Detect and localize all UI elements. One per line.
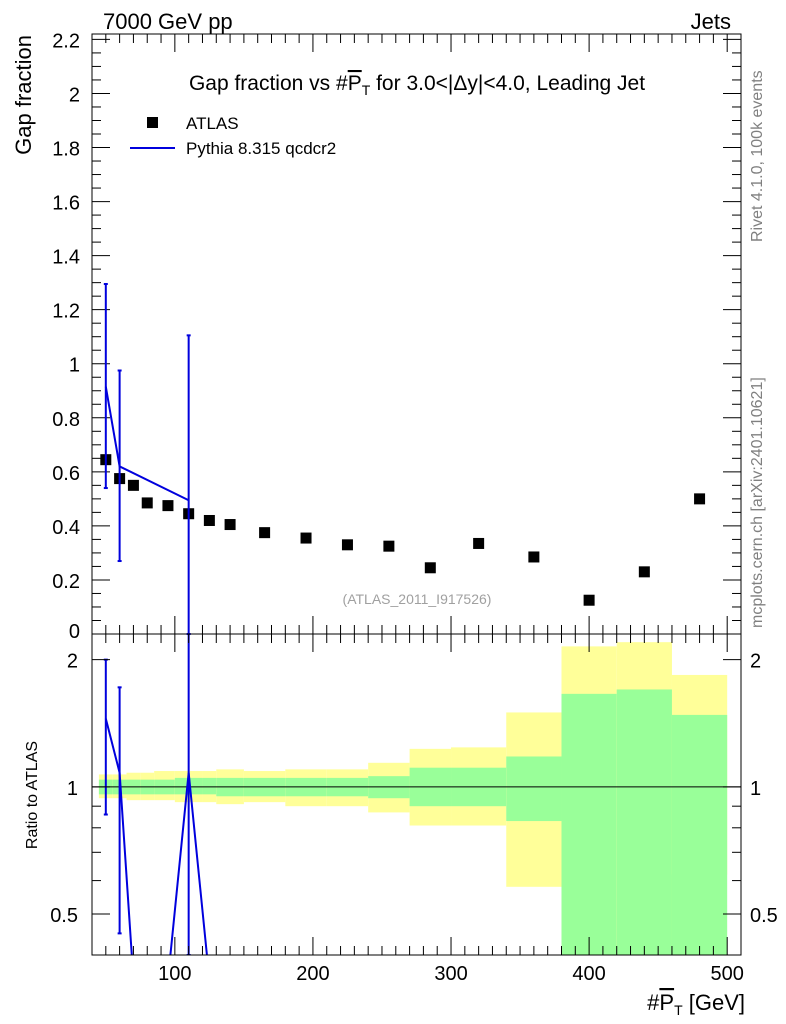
atlas-data-point (638, 566, 650, 578)
x-tick-label: 500 (711, 963, 744, 985)
main-y-tick-label: 2.2 (52, 30, 80, 52)
rivet-version-text: Rivet 4.1.0, 100k events (749, 70, 766, 242)
atlas-data-point (203, 514, 215, 526)
atlas-data-point (528, 551, 540, 563)
chart-title: Gap fraction vs #PT for 3.0<|Δy|<4.0, Le… (189, 72, 645, 98)
atlas-data-point (224, 519, 236, 531)
main-y-axis-label: Gap fraction (11, 35, 36, 155)
ratio-uncertainty-bands (98, 642, 728, 955)
main-y-tick-label: 1 (69, 355, 80, 377)
main-y-tick-label: 1.6 (52, 193, 80, 215)
atlas-data-point (424, 562, 436, 574)
x-tick-label: 100 (158, 963, 191, 985)
ratio-band-inner (202, 777, 217, 795)
main-y-tick-label: 1.4 (52, 247, 80, 269)
main-y-tick-label: 0.6 (52, 463, 80, 485)
x-tick-label: 400 (572, 963, 605, 985)
atlas-data-point (341, 539, 353, 551)
ratio-band-inner (671, 714, 728, 955)
main-y-tick-label: 1.2 (52, 301, 80, 323)
pythia-ratio-curve (104, 718, 208, 955)
title-pt-symbol: P (348, 72, 362, 95)
atlas-data-point (300, 532, 312, 544)
ratio-band-inner (506, 756, 562, 822)
ratio-y-axis-label: Ratio to ATLAS (24, 741, 41, 849)
ratio-y-tick-label-left: 0.5 (50, 905, 78, 927)
x-tick-label: 300 (434, 963, 467, 985)
ratio-y-tick-label-right: 0.5 (750, 905, 778, 927)
atlas-data-point (141, 497, 153, 509)
ratio-y-ticks: 0.5 0.5 1 1 2 2 (50, 651, 778, 927)
atlas-data-point (473, 537, 485, 549)
main-panel: Gap fraction 0 0.2 0.4 0.6 0.8 1 1.2 1.4 1.6 1.8 2… (11, 30, 742, 643)
ratio-x-ticks: 100 200 300 400 500 (105, 634, 744, 985)
ratio-y-tick-label-left: 1 (67, 778, 78, 800)
ratio-y-tick-label-left: 2 (67, 651, 78, 673)
legend-marker-atlas (147, 117, 158, 128)
atlas-data-point (694, 493, 706, 505)
legend-label-atlas: ATLAS (186, 114, 239, 133)
xlabel-pt-symbol: P (659, 990, 674, 1015)
atlas-data-point (583, 594, 595, 606)
legend-label-pythia: Pythia 8.315 qcdcr2 (186, 139, 336, 158)
main-y-tick-label: 0 (69, 621, 80, 643)
ratio-band-inner (561, 693, 617, 955)
legend: ATLAS Pythia 8.315 qcdcr2 (130, 114, 336, 158)
atlas-data-point (383, 540, 395, 552)
main-y-tick-label: 1.8 (52, 139, 80, 161)
ratio-panel: 0.5 0.5 1 1 2 2 100 200 300 400 500 Ratio to ATLA… (24, 633, 778, 1018)
main-y-tick-label: 0.2 (52, 571, 80, 593)
ratio-y-tick-label-right: 1 (750, 778, 761, 800)
main-x-ticks (105, 34, 728, 634)
x-axis-label: #PT [GeV] (647, 990, 745, 1018)
header-process-label: Jets (691, 9, 731, 34)
main-y-tick-label: 0.8 (52, 409, 80, 431)
ratio-plot-area (103, 634, 208, 955)
main-y-ticks: 0 0.2 0.4 0.6 0.8 1 1.2 1.4 1.6 1.8 2 2.2 (52, 30, 741, 643)
ratio-y-tick-label-right: 2 (750, 651, 761, 673)
x-tick-label: 200 (296, 963, 329, 985)
atlas-data-point (127, 479, 139, 491)
ratio-panel-frame (91, 633, 742, 956)
main-y-tick-label: 2 (69, 84, 80, 106)
ratio-band-inner (616, 689, 672, 955)
main-y-tick-label: 0.4 (52, 517, 80, 539)
main-plot-area (100, 283, 706, 634)
mcplots-reference-text: mcplots.cern.ch [arXiv:2401.10621] (749, 377, 766, 628)
atlas-data-point (259, 527, 271, 539)
header-collision-label: 7000 GeV pp (103, 9, 233, 34)
atlas-data-point (162, 500, 174, 512)
analysis-watermark: (ATLAS_2011_I917526) (343, 591, 492, 607)
